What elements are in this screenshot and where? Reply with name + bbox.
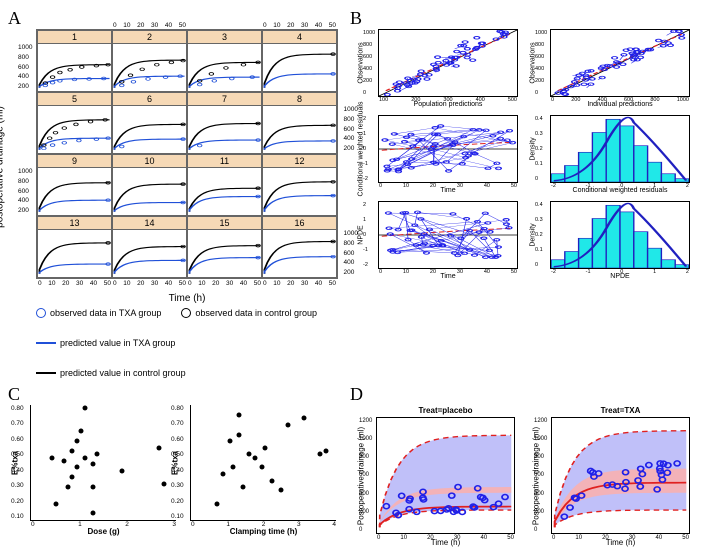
- panel-a-xlabel: Time (h): [36, 293, 338, 304]
- panel-a-cell-8: 8 1000800600400200: [262, 92, 337, 154]
- panel-a: A postoperative drainage (ml) 1 10008006…: [8, 8, 338, 378]
- legend-pred-ctrl: predicted value in control group: [60, 368, 186, 378]
- panel-a-cell-4: 4 01020304050: [262, 30, 337, 92]
- panel-d: D Treat=placebo Postoperative drainage (…: [350, 384, 690, 534]
- panel-a-cell-11: 11: [187, 154, 262, 216]
- panel-a-legend: observed data in TXA group observed data…: [36, 308, 338, 378]
- panel-c-grid: E%txa Dose (g) 0.100.200.300.400.500.600…: [30, 405, 338, 521]
- panel-c-plot-1: E%txa Clamping time (h) 0.100.200.300.40…: [190, 405, 336, 521]
- panel-b-label: B: [350, 8, 362, 28]
- panel-a-grid: 1 1000800600400200 2 01020304050 3: [36, 29, 338, 279]
- panel-b: B Observations Population predictions 02…: [350, 8, 690, 378]
- panel-a-cell-13: 13 01020304050: [37, 216, 112, 278]
- panel-d-plot-1: Treat=TXA Postoperative drainage (ml) Ti…: [551, 417, 690, 534]
- legend-obs-ctrl: observed data in control group: [195, 308, 317, 318]
- panel-d-plot-0: Treat=placebo Postoperative drainage (ml…: [376, 417, 515, 534]
- panel-a-cell-10: 10: [112, 154, 187, 216]
- panel-c: C E%txa Dose (g) 0.100.200.300.400.500.6…: [8, 384, 338, 534]
- panel-a-cell-9: 9 1000800600400200: [37, 154, 112, 216]
- panel-a-cell-15: 15 01020304050: [187, 216, 262, 278]
- panel-a-cell-3: 3: [187, 30, 262, 92]
- legend-obs-txa: observed data in TXA group: [50, 308, 161, 318]
- figure: A postoperative drainage (ml) 1 10008006…: [8, 8, 701, 534]
- panel-a-cell-14: 14 01020304050: [112, 216, 187, 278]
- panel-a-cell-5: 5: [37, 92, 112, 154]
- panel-d-label: D: [350, 384, 363, 404]
- panel-a-label: A: [8, 8, 21, 28]
- panel-b-plot-4: NPDE Time -2-1012 01020304050: [378, 201, 518, 269]
- panel-b-plot-5: Density NPDE 00.10.20.30.4 -2-1012: [550, 201, 690, 269]
- legend-pred-txa: predicted value in TXA group: [60, 338, 175, 348]
- panel-a-cell-6: 6: [112, 92, 187, 154]
- panel-b-plot-3: Density Conditional weighted residuals 0…: [550, 115, 690, 183]
- panel-b-plot-2: Conditional weighted residuals Time -2-1…: [378, 115, 518, 183]
- panel-a-cell-1: 1 1000800600400200: [37, 30, 112, 92]
- panel-b-plot-0: Observations Population predictions 0200…: [378, 29, 518, 97]
- panel-d-grid: Treat=placebo Postoperative drainage (ml…: [350, 417, 690, 534]
- panel-c-plot-0: E%txa Dose (g) 0.100.200.300.400.500.600…: [30, 405, 176, 521]
- panel-b-plot-1: Observations Individual predictions 0200…: [550, 29, 690, 97]
- panel-a-cell-16: 16 100080060040020001020304050: [262, 216, 337, 278]
- panel-a-cell-12: 12: [262, 154, 337, 216]
- panel-b-grid: Observations Population predictions 0200…: [350, 29, 690, 283]
- panel-a-cell-7: 7: [187, 92, 262, 154]
- panel-a-ylabel: postoperative drainage (ml): [0, 106, 6, 228]
- panel-a-cell-2: 2 01020304050: [112, 30, 187, 92]
- panel-c-label: C: [8, 384, 20, 404]
